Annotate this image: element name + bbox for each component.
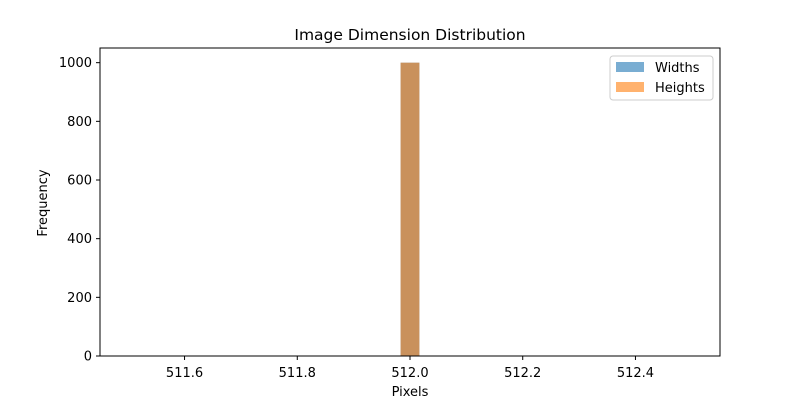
y-tick-label: 800 [67,115,92,130]
bar-heights-0 [400,62,420,357]
y-axis-label: Frequency [36,169,51,236]
chart-title: Image Dimension Distribution [294,26,525,44]
y-tick-label: 400 [67,232,92,247]
x-axis-ticks: 511.6 511.8 512.0 512.2 512.4 [166,356,654,381]
x-axis-label: Pixels [392,385,429,400]
y-tick-label: 600 [67,174,92,189]
legend-swatch-heights [616,82,644,92]
x-tick-label: 512.4 [617,366,654,381]
x-tick-label: 512.0 [391,366,428,381]
legend: Widths Heights [609,55,714,101]
x-tick-label: 511.6 [166,366,203,381]
y-axis-ticks: 0 200 400 600 800 1000 [59,56,100,365]
y-tick-label: 0 [84,350,92,365]
x-tick-label: 512.2 [504,366,541,381]
legend-label-heights: Heights [655,81,705,96]
legend-label-widths: Widths [655,61,700,76]
y-tick-label: 200 [67,291,92,306]
y-tick-label: 1000 [59,56,92,71]
bars-layer [400,62,420,357]
legend-swatch-widths [616,62,644,72]
x-tick-label: 511.8 [279,366,316,381]
